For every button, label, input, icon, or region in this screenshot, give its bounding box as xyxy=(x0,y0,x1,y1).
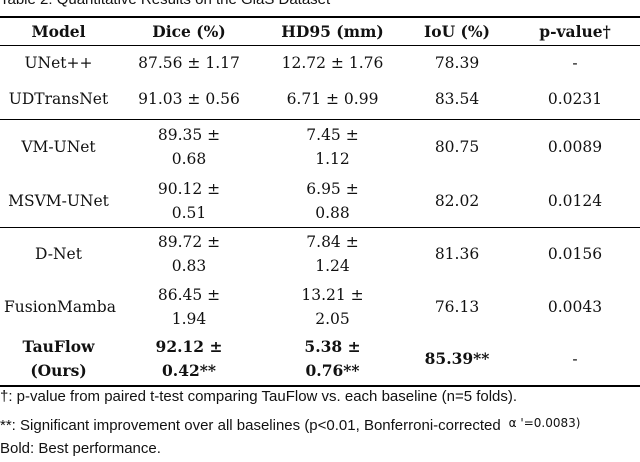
dice-cell: 91.03 ± 0.56 xyxy=(138,90,240,109)
model-cell: UDTransNet xyxy=(8,90,109,109)
header-hd95: HD95 (mm) xyxy=(281,21,384,41)
footnote-significance: **: Significant improvement over all bas… xyxy=(0,410,580,436)
header-row: Model Dice (%) HD95 (mm) IoU (%) p-value… xyxy=(0,17,640,46)
dice-std: 1.94 xyxy=(171,309,207,328)
hd95-std: 1.24 xyxy=(315,257,350,276)
iou-cell: 85.39** xyxy=(424,348,490,368)
hd95-cell: 7.45 ± 1.12 xyxy=(261,120,404,175)
dice-std: 0.42** xyxy=(162,360,216,380)
hd95-cell: 13.21 ± 2.05 xyxy=(261,281,404,333)
iou-cell: 83.54 xyxy=(434,90,480,109)
table-footnotes: †: p-value from paired t-test comparing … xyxy=(0,384,580,462)
p-value-cell: 0.0156 xyxy=(547,245,603,264)
dice-cell: 92.12 ± 0.42** xyxy=(117,333,261,386)
hd95-std: 2.05 xyxy=(315,309,350,328)
p-value-cell: - xyxy=(572,53,578,72)
iou-cell: 80.75 xyxy=(434,138,480,157)
table-row: D-Net 89.72 ± 0.83 7.84 ± 1.24 81.36 0.015… xyxy=(0,228,640,281)
results-table: Model Dice (%) HD95 (mm) IoU (%) p-value… xyxy=(0,16,640,387)
model-cell: FusionMamba xyxy=(4,297,116,316)
dice-mean: 86.45 ± xyxy=(157,285,221,304)
dice-mean: 90.12 ± xyxy=(157,179,221,198)
table-row: VM-UNet 89.35 ± 0.68 7.45 ± 1.12 80.75 0.0… xyxy=(0,120,640,175)
table-row: FusionMamba 86.45 ± 1.94 13.21 ± 2.05 76.1… xyxy=(0,281,640,333)
model-cell: D-Net xyxy=(35,245,82,264)
footnote-alpha: α '=0.0083) xyxy=(508,416,581,430)
p-value-cell: 0.0231 xyxy=(547,90,603,109)
p-value-cell: - xyxy=(572,349,578,368)
iou-cell: 78.39 xyxy=(434,53,480,72)
hd95-std: 0.88 xyxy=(315,203,350,222)
table-row-best: TauFlow (Ours) 92.12 ± 0.42** 5.38 ± 0.76**… xyxy=(0,333,640,386)
model-name: TauFlow xyxy=(22,336,95,356)
hd95-mean: 7.84 ± xyxy=(306,233,359,252)
table-caption: Table 2: Quantitative Results on the Gla… xyxy=(0,0,330,8)
table-row: UDTransNet 91.03 ± 0.56 6.71 ± 0.99 83.5… xyxy=(0,80,640,120)
dice-cell: 90.12 ± 0.51 xyxy=(117,175,261,228)
footnote-dagger: †: p-value from paired t-test comparing … xyxy=(0,388,518,405)
dice-mean: 89.35 ± xyxy=(157,126,221,145)
hd95-mean: 5.38 ± xyxy=(304,336,361,356)
p-value-cell: 0.0124 xyxy=(547,191,603,210)
hd95-mean: 6.95 ± xyxy=(306,179,359,198)
p-value-cell: 0.0043 xyxy=(547,297,603,316)
dice-mean: 89.72 ± xyxy=(157,233,221,252)
dice-std: 0.83 xyxy=(171,257,207,276)
header-dice: Dice (%) xyxy=(152,21,226,41)
iou-cell: 76.13 xyxy=(434,297,480,316)
table-row: UNet++ 87.56 ± 1.17 12.72 ± 1.76 78.39 - xyxy=(0,46,640,80)
hd95-mean: 7.45 ± xyxy=(306,126,359,145)
hd95-cell: 7.84 ± 1.24 xyxy=(261,228,404,281)
hd95-std: 1.12 xyxy=(315,150,350,169)
table-row: MSVM-UNet 90.12 ± 0.51 6.95 ± 0.88 82.02 0… xyxy=(0,175,640,228)
dice-std: 0.68 xyxy=(171,150,207,169)
dice-mean: 92.12 ± xyxy=(155,336,223,356)
hd95-std: 0.76** xyxy=(305,360,360,380)
hd95-cell: 5.38 ± 0.76** xyxy=(261,333,404,386)
hd95-mean: 13.21 ± xyxy=(301,285,364,304)
dice-cell: 89.35 ± 0.68 xyxy=(117,120,261,175)
model-cell: VM-UNet xyxy=(21,138,96,157)
hd95-cell: 6.71 ± 0.99 xyxy=(286,90,379,109)
hd95-cell: 6.95 ± 0.88 xyxy=(261,175,404,228)
dice-cell: 86.45 ± 1.94 xyxy=(117,281,261,333)
iou-cell: 81.36 xyxy=(434,245,480,264)
dice-cell: 89.72 ± 0.83 xyxy=(117,228,261,281)
header-p-value: p-value† xyxy=(539,21,611,41)
dice-std: 0.51 xyxy=(171,203,207,222)
footnote-bold: Bold: Best performance. xyxy=(0,440,161,457)
hd95-cell: 12.72 ± 1.76 xyxy=(281,53,384,72)
dice-cell: 87.56 ± 1.17 xyxy=(138,53,240,72)
p-value-cell: 0.0089 xyxy=(547,138,603,157)
model-cell: UNet++ xyxy=(24,53,93,72)
header-iou: IoU (%) xyxy=(424,21,490,41)
iou-cell: 82.02 xyxy=(434,191,480,210)
model-suffix: (Ours) xyxy=(30,360,87,380)
model-cell: MSVM-UNet xyxy=(8,191,109,210)
model-cell: TauFlow (Ours) xyxy=(0,333,117,386)
footnote-significance-text: **: Significant improvement over all bas… xyxy=(0,417,501,434)
header-model: Model xyxy=(31,21,86,41)
